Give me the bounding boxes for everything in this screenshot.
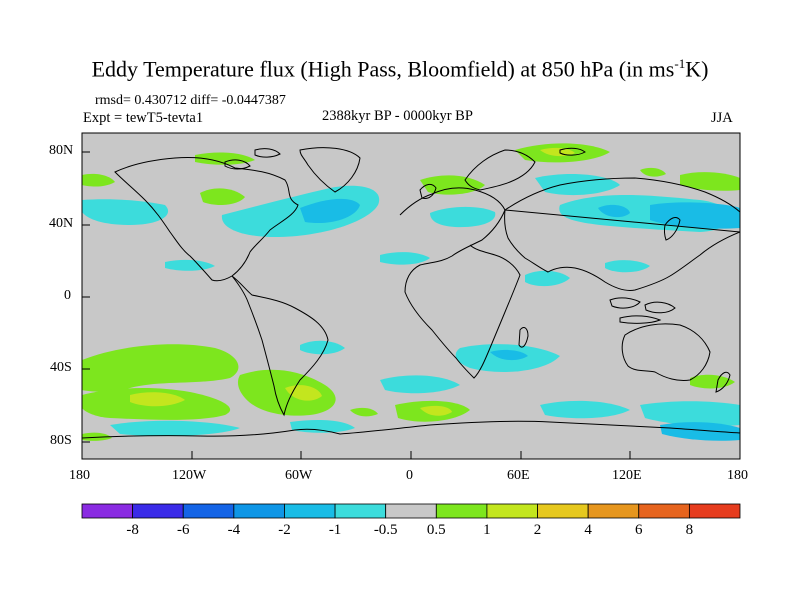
yellow-core-scandinavia xyxy=(540,147,575,157)
cyan-patch-south-america-west xyxy=(300,340,345,355)
experiment-label: Expt = tewT5-tevta1 xyxy=(83,110,204,126)
coast-north-america xyxy=(114,157,299,282)
cyan-patch-antarctic-pacific xyxy=(110,420,240,436)
colorbar-swatch xyxy=(334,503,387,519)
coast-antarctica xyxy=(82,420,740,439)
time-period-label: 2388kyr BP - 0000kyr BP xyxy=(322,108,473,124)
map-title: Eddy Temperature flux (High Pass, Bloomf… xyxy=(0,56,800,82)
colorbar xyxy=(81,503,741,519)
cyan-patch-south-pacific-east xyxy=(640,401,740,427)
cyan-patch-north-africa xyxy=(380,252,430,265)
green-patch-hudson xyxy=(200,188,245,205)
green-patch-antarctic-west xyxy=(82,432,112,441)
rmsd-diff-stats: rmsd= 0.430712 diff= -0.0447387 xyxy=(95,93,286,108)
colorbar-swatch xyxy=(638,503,690,519)
green-patch-south-pacific-west xyxy=(82,344,239,392)
green-patch-weddell xyxy=(350,407,378,417)
x-label-0: 0 xyxy=(406,468,413,483)
colorbar-label: -6 xyxy=(176,522,190,538)
colorbar-swatch xyxy=(537,503,589,519)
yellow-core-south-atlantic xyxy=(420,405,452,416)
colorbar-label: 8 xyxy=(685,522,694,538)
colorbar-swatch xyxy=(81,503,134,519)
cyan-patch-southern-ocean xyxy=(540,400,630,419)
cyan-patch-india xyxy=(605,260,650,273)
anomaly-field xyxy=(82,143,740,441)
y-axis-ticks xyxy=(82,151,90,443)
colorbar-swatch xyxy=(486,503,538,519)
coast-madagascar xyxy=(518,327,529,348)
title-main: Eddy Temperature flux (High Pass, Bloomf… xyxy=(91,56,675,82)
season-label: JJA xyxy=(711,110,733,126)
y-label-40s: 40S xyxy=(50,360,72,375)
green-patch-new-zealand xyxy=(690,374,735,389)
x-label-120w: 120W xyxy=(172,468,207,483)
coast-asia xyxy=(504,177,740,291)
coast-new-zealand xyxy=(715,371,731,393)
title-superscript: -1 xyxy=(674,56,686,71)
x-axis-ticks xyxy=(81,451,741,459)
colorbar-label: -2 xyxy=(278,522,291,538)
green-patch-canada-arctic xyxy=(195,152,255,165)
green-patch-patagonia xyxy=(237,369,336,416)
colorbar-label: -1 xyxy=(328,522,342,538)
coast-arctic-islands xyxy=(224,147,586,170)
colorbar-label: 2 xyxy=(533,522,542,538)
coast-australia xyxy=(621,323,711,381)
colorbar-swatch xyxy=(435,503,488,519)
cyan-patch-north-pacific xyxy=(82,199,169,225)
cyan-patch-north-atlantic xyxy=(221,185,380,238)
y-label-0: 0 xyxy=(64,288,71,303)
green-patch-north-sea xyxy=(420,175,485,195)
y-label-80n: 80N xyxy=(49,143,74,158)
cyan-patch-south-atlantic xyxy=(380,375,460,394)
x-label-180e: 180 xyxy=(727,468,748,483)
colorbar-label: -4 xyxy=(227,522,241,538)
y-label-80s: 80S xyxy=(50,433,72,448)
coast-south-america xyxy=(231,275,329,417)
light-blue-core-asia xyxy=(598,204,630,218)
coast-japan xyxy=(663,217,681,241)
coast-greenland xyxy=(299,147,361,193)
green-patch-alaska xyxy=(82,173,115,187)
cyan-patch-europe xyxy=(430,206,496,228)
light-blue-core-south-indian xyxy=(490,349,528,361)
coast-scandinavia xyxy=(464,149,536,191)
light-blue-patch-east-asia xyxy=(650,202,740,229)
colorbar-swatch xyxy=(182,503,235,519)
coast-europe-africa xyxy=(399,187,521,379)
y-label-40n: 40N xyxy=(49,216,74,231)
coast-indonesia xyxy=(609,297,676,324)
green-patch-east-siberia xyxy=(680,172,740,191)
title-unit-end: K) xyxy=(685,56,709,82)
light-blue-core-atlantic xyxy=(300,198,360,224)
green-patch-siberia-small xyxy=(640,167,666,177)
x-label-60e: 60E xyxy=(507,468,530,483)
colorbar-swatch xyxy=(284,503,336,519)
x-label-120e: 120E xyxy=(612,468,642,483)
coastlines xyxy=(82,147,740,439)
coast-uk xyxy=(419,183,437,199)
cyan-patch-east-pacific xyxy=(165,259,215,271)
light-blue-patch-antarctic-east xyxy=(660,422,740,441)
x-label-180w: 180 xyxy=(69,468,90,483)
colorbar-label: -8 xyxy=(126,522,139,538)
yellow-core-south-pacific xyxy=(130,392,185,407)
colorbar-label: 4 xyxy=(584,522,592,538)
colorbar-swatch xyxy=(132,503,184,519)
colorbar-label: 1 xyxy=(483,522,491,538)
colorbar-swatch xyxy=(587,503,640,519)
colorbar-label: -0.5 xyxy=(373,522,398,538)
x-label-60w: 60W xyxy=(285,468,313,483)
colorbar-label: 6 xyxy=(635,522,643,538)
cyan-patch-arabian xyxy=(525,270,570,287)
colorbar-swatch xyxy=(688,503,741,519)
colorbar-swatch xyxy=(233,503,285,519)
colorbar-swatch xyxy=(385,503,437,519)
colorbar-label: 0.5 xyxy=(426,522,446,538)
